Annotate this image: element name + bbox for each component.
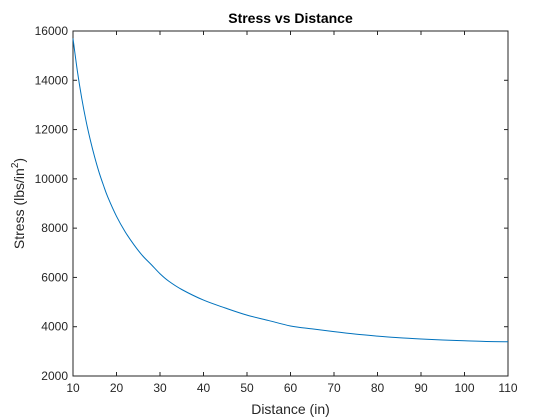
x-tick-label: 110 <box>498 381 517 395</box>
y-axis-label: Stress (lbs/in2) <box>10 158 27 249</box>
x-tick-label: 40 <box>197 381 211 395</box>
x-tick-label: 60 <box>284 381 298 395</box>
y-axis-label-sup: 2 <box>10 162 21 168</box>
y-axis-label-tail: ) <box>11 158 27 163</box>
x-tick-label: 100 <box>454 381 474 395</box>
y-tick-label: 12000 <box>35 123 69 137</box>
x-tick-label: 80 <box>371 381 385 395</box>
x-tick-label: 70 <box>327 381 341 395</box>
y-tick-label: 4000 <box>41 320 68 334</box>
x-tick-label: 90 <box>414 381 428 395</box>
x-axis-label: Distance (in) <box>251 401 330 417</box>
x-tick-label: 30 <box>153 381 167 395</box>
y-axis-label-main: Stress (lbs/in <box>11 168 27 249</box>
y-tick-label: 16000 <box>35 24 69 38</box>
x-tick-label: 50 <box>240 381 254 395</box>
y-tick-label: 8000 <box>41 221 68 235</box>
plot-area <box>72 30 509 377</box>
y-tick-label: 6000 <box>41 270 68 284</box>
x-tick-label: 20 <box>110 381 124 395</box>
y-tick-label: 2000 <box>41 369 68 383</box>
y-tick-label: 10000 <box>35 172 69 186</box>
stress-curve-line <box>72 38 509 343</box>
ticks-layer: 10 20 30 40 50 60 70 80 90 100 110 2000 4000 6000 8000… <box>35 24 518 395</box>
y-tick-label: 14000 <box>35 73 69 87</box>
x-tick-label: 10 <box>66 381 80 395</box>
chart-title: Stress vs Distance <box>228 10 353 26</box>
